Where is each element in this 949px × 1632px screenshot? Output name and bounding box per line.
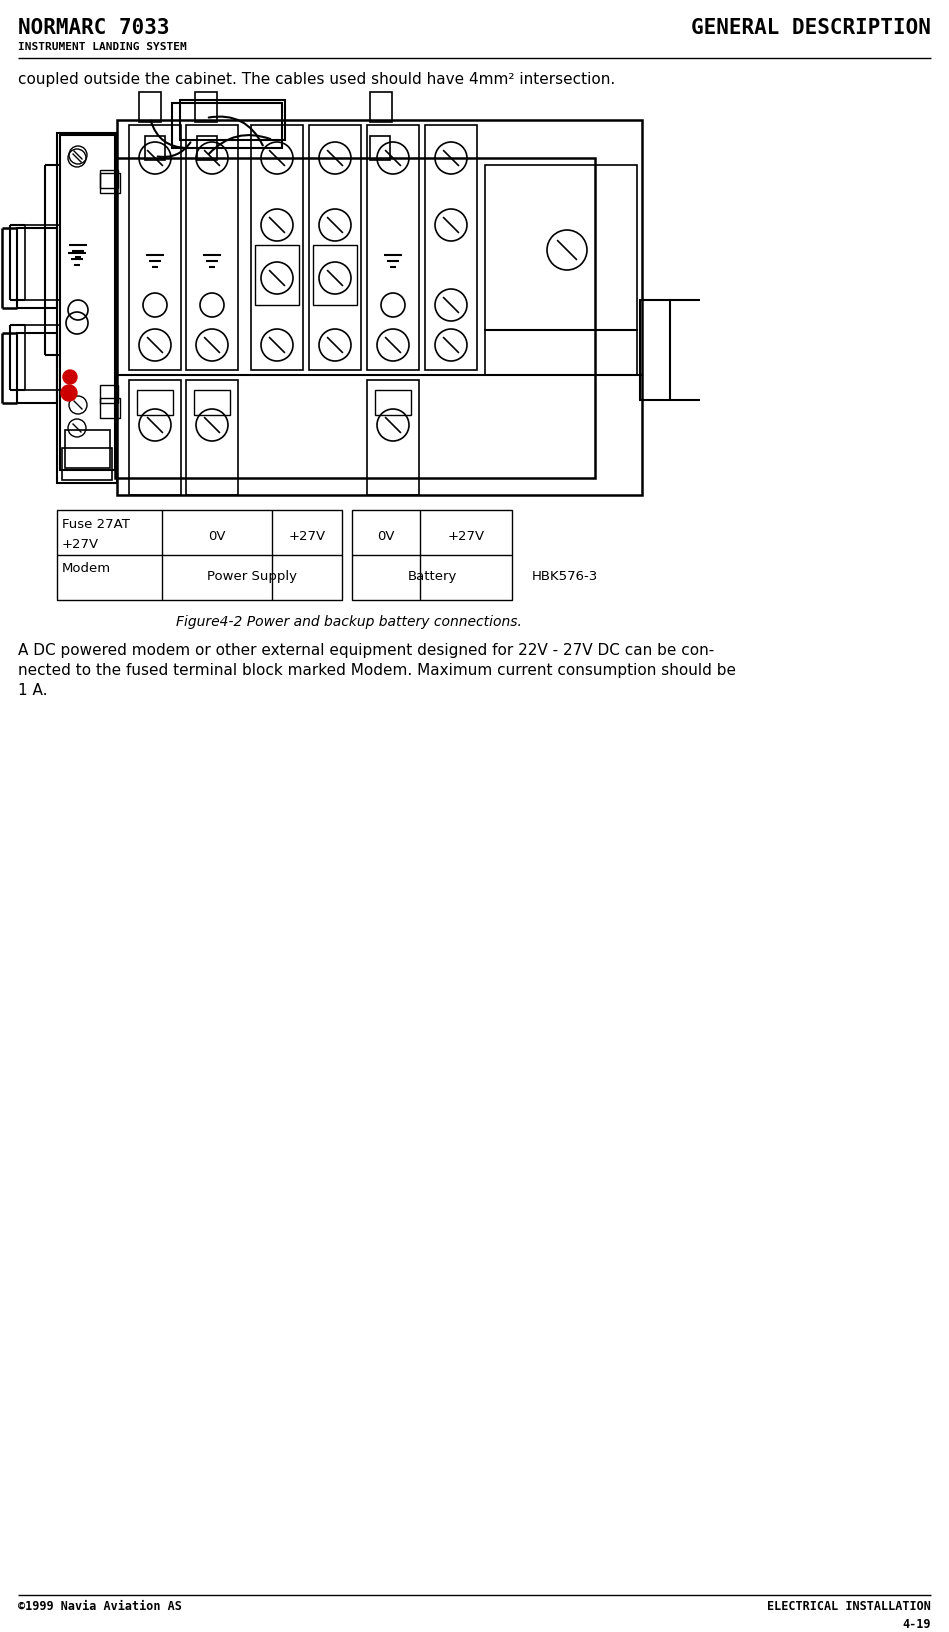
Bar xyxy=(115,158,595,478)
Bar xyxy=(180,100,285,140)
Bar xyxy=(62,449,112,480)
Text: Fuse 27AT: Fuse 27AT xyxy=(62,517,130,530)
Text: +27V: +27V xyxy=(447,530,485,543)
Bar xyxy=(251,126,303,370)
Bar xyxy=(100,173,120,193)
Text: Figure4-2 Power and backup battery connections.: Figure4-2 Power and backup battery conne… xyxy=(177,615,522,628)
Bar xyxy=(100,398,120,418)
Text: Battery: Battery xyxy=(407,570,456,583)
Bar xyxy=(367,126,419,370)
Text: 0V: 0V xyxy=(208,530,226,543)
Text: 4-19: 4-19 xyxy=(902,1617,931,1630)
Bar xyxy=(25,325,60,390)
Text: INSTRUMENT LANDING SYSTEM: INSTRUMENT LANDING SYSTEM xyxy=(18,42,187,52)
Bar xyxy=(65,429,110,468)
Bar xyxy=(60,135,115,470)
Bar xyxy=(139,91,161,122)
Bar xyxy=(367,380,419,494)
Bar xyxy=(57,132,117,483)
Bar xyxy=(129,380,181,494)
Text: coupled outside the cabinet. The cables used should have 4mm² intersection.: coupled outside the cabinet. The cables … xyxy=(18,72,615,86)
Text: +27V: +27V xyxy=(288,530,326,543)
Bar xyxy=(100,170,118,188)
Bar xyxy=(57,509,342,601)
Text: nected to the fused terminal block marked Modem. Maximum current consumption sho: nected to the fused terminal block marke… xyxy=(18,663,736,677)
Bar xyxy=(255,245,299,305)
Text: Power Supply: Power Supply xyxy=(207,570,297,583)
Bar xyxy=(129,126,181,370)
Bar xyxy=(186,380,238,494)
Circle shape xyxy=(61,385,77,401)
Bar xyxy=(197,135,217,160)
Text: NORMARC 7033: NORMARC 7033 xyxy=(18,18,170,38)
Bar xyxy=(640,300,670,400)
Bar xyxy=(100,385,118,403)
Text: HBK576-3: HBK576-3 xyxy=(532,570,598,583)
Bar xyxy=(25,225,60,300)
Bar xyxy=(485,330,637,375)
Bar xyxy=(117,121,642,494)
Bar xyxy=(309,126,361,370)
Bar xyxy=(352,509,512,601)
Bar xyxy=(145,135,165,160)
Text: ELECTRICAL INSTALLATION: ELECTRICAL INSTALLATION xyxy=(767,1599,931,1612)
Bar xyxy=(375,390,411,415)
Text: +27V: +27V xyxy=(62,539,99,552)
Bar xyxy=(137,390,173,415)
Text: 0V: 0V xyxy=(378,530,395,543)
Text: 1 A.: 1 A. xyxy=(18,684,47,698)
Bar xyxy=(172,103,282,149)
Bar xyxy=(370,91,392,122)
Bar xyxy=(195,91,217,122)
Text: A DC powered modem or other external equipment designed for 22V - 27V DC can be : A DC powered modem or other external equ… xyxy=(18,643,715,658)
Text: Modem: Modem xyxy=(62,561,111,574)
Bar xyxy=(425,126,477,370)
Bar xyxy=(313,245,357,305)
Bar xyxy=(17,333,57,403)
Bar xyxy=(194,390,230,415)
Bar xyxy=(17,228,57,308)
Text: GENERAL DESCRIPTION: GENERAL DESCRIPTION xyxy=(691,18,931,38)
Bar xyxy=(186,126,238,370)
Circle shape xyxy=(63,370,77,384)
Bar xyxy=(370,135,390,160)
Bar xyxy=(485,165,637,330)
Text: ©1999 Navia Aviation AS: ©1999 Navia Aviation AS xyxy=(18,1599,182,1612)
